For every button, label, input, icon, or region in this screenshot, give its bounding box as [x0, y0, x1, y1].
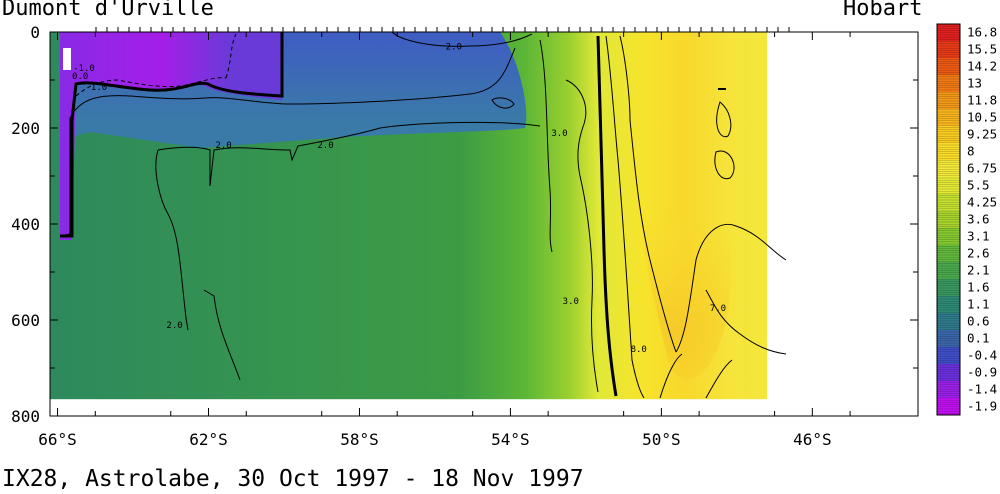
colorbar-label: 2.1 — [967, 263, 990, 278]
y-tick-label: 0 — [30, 23, 40, 42]
contour-2-top — [391, 31, 533, 47]
x-tick-label: 50°S — [642, 430, 681, 449]
colorbar-label: 4.25 — [967, 195, 997, 210]
colorbar-swatch — [937, 126, 960, 144]
colorbar-label: 8 — [967, 144, 975, 159]
contour-label: -1.0 — [73, 64, 95, 74]
colorbar-label: 16.8 — [967, 25, 997, 40]
colorbar-swatch — [937, 296, 960, 314]
colorbar-label: -1.9 — [967, 399, 997, 414]
contour-neg1 — [75, 77, 227, 97]
contour-neg1-b — [225, 33, 237, 79]
x-tick-label: 62°S — [189, 430, 228, 449]
contour-label: 1.0 — [91, 83, 107, 93]
y-tick-label: 800 — [11, 407, 40, 426]
y-tick-label: 200 — [11, 119, 40, 138]
colorbar-swatch — [937, 262, 960, 280]
x-tick-label: 54°S — [491, 430, 530, 449]
contour-8-bottom — [659, 353, 683, 399]
contour-0-heavy — [60, 32, 284, 238]
contour-3-west — [565, 79, 599, 393]
right-station-label: Hobart — [843, 0, 923, 21]
colorbar-swatch — [937, 194, 960, 212]
contour-label: 7.0 — [710, 304, 726, 314]
colorbar-swatch — [937, 177, 960, 195]
contour-2-left — [155, 149, 189, 331]
colorbar-label: 1.1 — [967, 297, 990, 312]
caption: IX28, Astrolabe, 30 Oct 1997 - 18 Nov 19… — [2, 466, 584, 492]
colorbar-label: 3.1 — [967, 229, 990, 244]
coldest-water — [60, 32, 282, 240]
contour-7 — [675, 223, 787, 353]
colorbar-label: 0.1 — [967, 331, 990, 346]
y-tick-label: 400 — [11, 215, 40, 234]
colorbar-label: -0.4 — [967, 348, 997, 363]
colorbar-swatch — [937, 41, 960, 59]
colorbar-swatch — [937, 381, 960, 399]
colorbar-label: 9.25 — [967, 127, 997, 142]
warm-core — [628, 60, 731, 380]
colorbar-swatch — [937, 58, 960, 76]
contour-label: 3.0 — [563, 297, 579, 307]
colorbar-label: 1.6 — [967, 280, 990, 295]
contour-label: 2.0 — [446, 42, 462, 52]
colorbar-label: 5.5 — [967, 178, 990, 193]
colorbar-swatch — [937, 364, 960, 382]
contour-2-mid — [157, 121, 541, 187]
colorbar-label: 0.6 — [967, 314, 990, 329]
contour-label: 2.0 — [215, 141, 231, 151]
contour-6 — [619, 35, 677, 353]
colorbar-label: 3.6 — [967, 212, 990, 227]
left-station-label: Dumont d'Urville — [2, 0, 214, 21]
missing-data-patch — [63, 48, 71, 70]
colorbar-swatch — [937, 160, 960, 178]
contour-4-heavy — [596, 35, 618, 397]
colorbar-label: 6.75 — [967, 161, 997, 176]
contour-label: 8.0 — [631, 345, 647, 355]
y-tick-label: 600 — [11, 311, 40, 330]
colorbar-frame — [936, 23, 961, 416]
colorbar-swatch — [937, 92, 960, 110]
x-tick-label: 46°S — [793, 430, 832, 449]
colorbar-label: 10.5 — [967, 110, 997, 125]
colorbar-label: 13 — [967, 76, 982, 91]
colorbar-swatch — [937, 228, 960, 246]
contour-5 — [605, 35, 645, 399]
contour-1 — [59, 47, 516, 237]
contour-2-eddy — [491, 97, 515, 109]
colorbar-swatch — [937, 245, 960, 263]
colorbar-swatch — [937, 279, 960, 297]
contour-7-bottom — [705, 359, 733, 399]
contour-label: 2.0 — [317, 141, 333, 151]
colorbar-label: 2.6 — [967, 246, 990, 261]
x-tick-label: 58°S — [340, 430, 379, 449]
colorbar-label: 14.2 — [967, 59, 997, 74]
contour-label: 0.0 — [72, 72, 88, 82]
contour-2-east — [539, 39, 553, 253]
contour-2-right — [203, 289, 241, 381]
colorbar-swatch — [937, 313, 960, 331]
contour-label: 3.0 — [551, 129, 567, 139]
contour-8-east-b — [714, 150, 735, 180]
coldest-water-column — [60, 130, 72, 238]
colorbar-label: 15.5 — [967, 42, 997, 57]
contour-7-low — [705, 289, 787, 355]
colorbar-label: -0.9 — [967, 365, 997, 380]
colorbar-swatch — [937, 75, 960, 93]
colorbar-label: 11.8 — [967, 93, 997, 108]
colorbar-label: -1.4 — [967, 382, 997, 397]
contour-mark-east — [718, 88, 726, 90]
x-tick-label: 66°S — [38, 430, 77, 449]
contour-label: 2.0 — [166, 321, 182, 331]
colorbar-swatch — [937, 347, 960, 365]
contour-8-east — [716, 101, 732, 138]
colorbar-swatch — [937, 109, 960, 127]
